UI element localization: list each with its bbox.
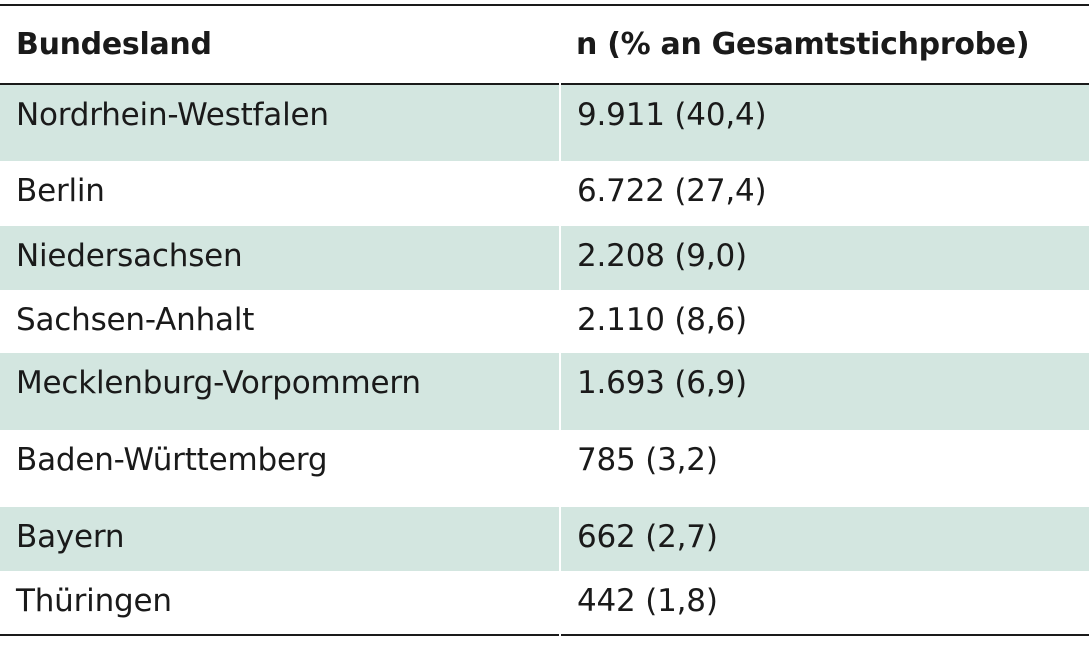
cell-n: 1.693 (6,9)	[560, 353, 1089, 430]
cell-n: 9.911 (40,4)	[560, 84, 1089, 161]
cell-n: 2.110 (8,6)	[560, 290, 1089, 353]
cell-bundesland-text: Berlin	[16, 173, 105, 209]
cell-bundesland: Nordrhein-Westfalen	[0, 84, 561, 161]
header-n-percent: n (% an Gesamtstichprobe)	[576, 27, 1030, 62]
table-row: Berlin 6.722 (27,4)	[0, 161, 1089, 226]
table-row: Sachsen-Anhalt 2.110 (8,6)	[0, 290, 1089, 353]
cell-n-text: 9.911 (40,4)	[577, 97, 767, 133]
cell-bundesland: Sachsen-Anhalt	[0, 290, 561, 353]
cell-n: 2.208 (9,0)	[560, 226, 1089, 290]
cell-bundesland-text: Mecklenburg-Vorpommern	[16, 365, 421, 401]
cell-bundesland: Mecklenburg-Vorpommern	[0, 353, 561, 430]
cell-n: 662 (2,7)	[560, 507, 1089, 571]
cell-n-text: 785 (3,2)	[577, 442, 718, 478]
cell-n: 785 (3,2)	[560, 430, 1089, 507]
cell-n-text: 662 (2,7)	[577, 519, 718, 555]
cell-bundesland-text: Baden-Württemberg	[16, 442, 328, 478]
cell-n-text: 6.722 (27,4)	[577, 173, 767, 209]
data-table-container: Bundesland n (% an Gesamtstichprobe) Nor…	[0, 4, 1089, 636]
cell-bundesland: Thüringen	[0, 571, 561, 635]
cell-bundesland: Baden-Württemberg	[0, 430, 561, 507]
header-bundesland: Bundesland	[16, 27, 212, 62]
cell-bundesland-text: Nordrhein-Westfalen	[16, 97, 329, 133]
table-row: Baden-Württemberg 785 (3,2)	[0, 430, 1089, 507]
cell-n-text: 2.208 (9,0)	[577, 238, 747, 274]
cell-n: 6.722 (27,4)	[560, 161, 1089, 226]
cell-n-text: 2.110 (8,6)	[577, 302, 747, 338]
table-row: Niedersachsen 2.208 (9,0)	[0, 226, 1089, 290]
bundesland-table: Bundesland n (% an Gesamtstichprobe) Nor…	[0, 4, 1089, 636]
cell-n-text: 442 (1,8)	[577, 583, 718, 619]
cell-bundesland: Berlin	[0, 161, 561, 226]
cell-bundesland: Niedersachsen	[0, 226, 561, 290]
table-row: Bayern 662 (2,7)	[0, 507, 1089, 571]
cell-bundesland-text: Thüringen	[16, 583, 172, 619]
cell-bundesland-text: Sachsen-Anhalt	[16, 302, 255, 338]
table-row: Nordrhein-Westfalen 9.911 (40,4)	[0, 84, 1089, 161]
header-row: Bundesland n (% an Gesamtstichprobe)	[0, 5, 1089, 84]
cell-bundesland: Bayern	[0, 507, 561, 571]
cell-bundesland-text: Niedersachsen	[16, 238, 243, 274]
cell-n-text: 1.693 (6,9)	[577, 365, 747, 401]
table-row: Mecklenburg-Vorpommern 1.693 (6,9)	[0, 353, 1089, 430]
table-row: Thüringen 442 (1,8)	[0, 571, 1089, 635]
cell-bundesland-text: Bayern	[16, 519, 125, 555]
cell-n: 442 (1,8)	[560, 571, 1089, 635]
